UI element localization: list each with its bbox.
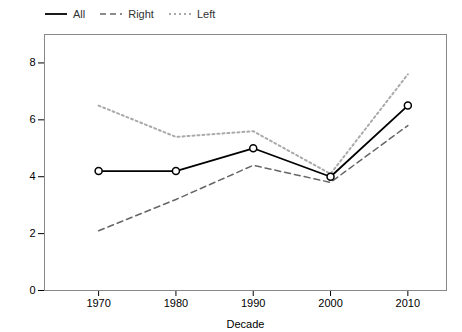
svg-text:2010: 2010 xyxy=(396,297,420,309)
svg-text:2000: 2000 xyxy=(318,297,342,309)
html-text:Right: Right xyxy=(128,8,154,20)
svg-text:Decade: Decade xyxy=(227,318,265,330)
svg-text:8: 8 xyxy=(29,56,35,68)
svg-text:6: 6 xyxy=(29,113,35,125)
svg-text:0: 0 xyxy=(29,284,35,296)
svg-text:4: 4 xyxy=(29,170,35,182)
html-text:All: All xyxy=(73,8,86,20)
svg-text:1990: 1990 xyxy=(241,297,265,309)
svg-text:1970: 1970 xyxy=(86,297,110,309)
svg-text:1980: 1980 xyxy=(164,297,188,309)
html-text:Left: Left xyxy=(196,8,216,20)
svg-text:2: 2 xyxy=(29,227,35,239)
